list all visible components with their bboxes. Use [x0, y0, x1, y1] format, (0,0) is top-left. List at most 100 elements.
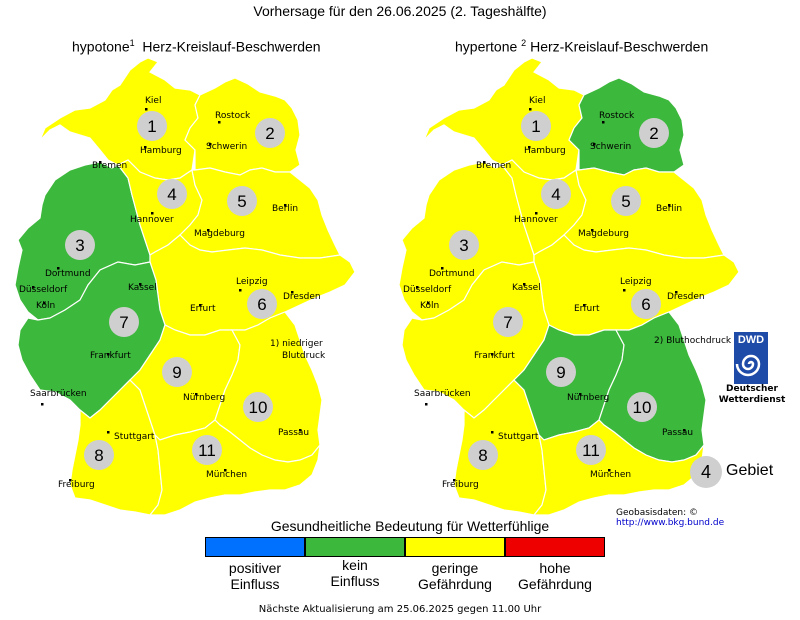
region-marker-number: 7 [119, 313, 128, 332]
region-marker-7 [109, 307, 139, 337]
city-label: Hamburg [140, 146, 182, 156]
region-marker-number: 4 [551, 185, 560, 204]
next-update-note: Nächste Aktualisierung am 25.06.2025 geg… [258, 604, 542, 615]
geobasis-link[interactable]: http://www.bkg.bund.de [616, 518, 725, 528]
city-label: Frankfurt [474, 351, 515, 361]
city-dot [579, 393, 582, 396]
city-label: Köln [36, 301, 55, 311]
region-marker-number: 1 [531, 117, 540, 136]
legend-label-line: positiver [228, 560, 282, 576]
city-dot [41, 403, 44, 406]
region-marker-legend-circle: 4 [690, 456, 722, 488]
city-dot [523, 283, 526, 286]
city-dot [43, 302, 46, 305]
city-dot [291, 291, 294, 294]
region-marker-number: 9 [172, 363, 181, 382]
dwd-logo: DWD [734, 332, 768, 384]
germany-map-hypotone: 1 2 3 4 5 6 7 8 9 10 11 Kiel Rostock Hamburg Schwerin B… [14, 57, 356, 516]
region-marker-2 [639, 118, 669, 148]
legend-label-none: kein Einfluss [305, 557, 405, 589]
city-label: Dortmund [45, 269, 91, 279]
region-marker-number: 6 [641, 295, 650, 314]
dwd-name-line: Wetterdienst [718, 395, 786, 405]
city-dot [299, 429, 302, 432]
map-title-prefix: hypotone [72, 38, 130, 55]
city-dot [107, 431, 110, 434]
region-marker-number: 10 [249, 398, 268, 417]
legend-swatch-low [405, 537, 505, 557]
city-dot [145, 108, 148, 111]
city-label: Bremen [476, 161, 511, 171]
germany-map-hypertone: 1 2 3 4 5 6 7 8 9 10 11 Kiel Rostock Hamburg Schwerin B… [398, 57, 740, 516]
city-label: Düsseldorf [19, 285, 68, 295]
region-marker-number: 8 [478, 446, 487, 465]
region-marker-8 [84, 440, 114, 470]
city-dot [623, 289, 626, 292]
city-label: Hannover [514, 215, 558, 225]
city-label: Erfurt [190, 304, 216, 314]
city-dot [151, 212, 154, 215]
map-title-sup: 1 [129, 38, 135, 48]
city-label: Nürnberg [183, 393, 225, 403]
region-5 [179, 167, 341, 259]
legend-swatch-positive [205, 537, 305, 557]
city-dot [491, 431, 494, 434]
city-label: Schwerin [206, 142, 247, 152]
region-marker-legend-label: Gebiet [726, 462, 774, 479]
city-dot [668, 204, 671, 207]
map-title-hypotone: hypotone1 Herz-Kreislauf-Beschwerden [72, 38, 321, 55]
legend-label-low: geringe Gefährdung [405, 560, 505, 592]
legend-label-line: geringe [431, 560, 479, 576]
region-marker-1 [521, 111, 551, 141]
map-title-hypertone: hypertone 2 Herz-Kreislauf-Beschwerden [455, 38, 708, 55]
region-marker-8 [468, 440, 498, 470]
city-dot [209, 143, 212, 146]
city-label: Passau [278, 428, 309, 438]
city-label: Köln [420, 301, 439, 311]
city-dot [608, 469, 611, 472]
footnote-hypertone: 2) Bluthochdruck [654, 335, 731, 347]
dwd-logo-text: DWD [737, 334, 765, 346]
region-marker-number: 6 [257, 295, 266, 314]
city-label: Freiburg [58, 480, 95, 490]
city-dot [675, 291, 678, 294]
region-marker-3 [449, 230, 479, 260]
city-label: Rostock [215, 111, 251, 121]
region-marker-number: 8 [94, 446, 103, 465]
city-dot [144, 146, 147, 149]
city-dot [99, 161, 102, 164]
region-marker-number: 11 [198, 441, 216, 460]
city-dot [69, 479, 72, 482]
city-label: Schwerin [590, 142, 631, 152]
region-marker-number: 11 [582, 441, 600, 460]
footnote-line: 2) Bluthochdruck [654, 336, 732, 346]
dwd-name-line: Deutscher [726, 384, 778, 394]
city-label: Berlin [656, 204, 682, 214]
legend-label-line: Gefährdung [518, 576, 592, 592]
city-dot [57, 267, 60, 270]
region-5 [563, 167, 725, 259]
region-marker-2 [255, 118, 285, 148]
city-label: Erfurt [574, 304, 600, 314]
footnote-hypotone: 1) niedriger Blutdruck [270, 338, 325, 362]
city-dot [32, 286, 35, 289]
region-marker-number: 9 [556, 363, 565, 382]
legend-swatch-none [305, 537, 405, 557]
legend-label-line: hohe [539, 560, 571, 576]
city-label: Frankfurt [90, 351, 131, 361]
city-dot [593, 143, 596, 146]
city-label: Kiel [145, 96, 161, 106]
city-label: Freiburg [442, 480, 479, 490]
city-dot [284, 204, 287, 207]
city-label: Nürnberg [567, 393, 609, 403]
city-label: Magdeburg [194, 229, 245, 239]
region-marker-9 [546, 357, 576, 387]
region-marker-number: 2 [265, 124, 274, 143]
region-marker-1 [137, 111, 167, 141]
footnote-line: 1) niedriger [270, 339, 323, 349]
city-dot [425, 403, 428, 406]
region-marker-number: 5 [621, 192, 630, 211]
region-marker-11 [576, 435, 606, 465]
geobasis-credit: Geobasisdaten: © http://www.bkg.bund.de [616, 508, 800, 528]
city-dot [483, 161, 486, 164]
